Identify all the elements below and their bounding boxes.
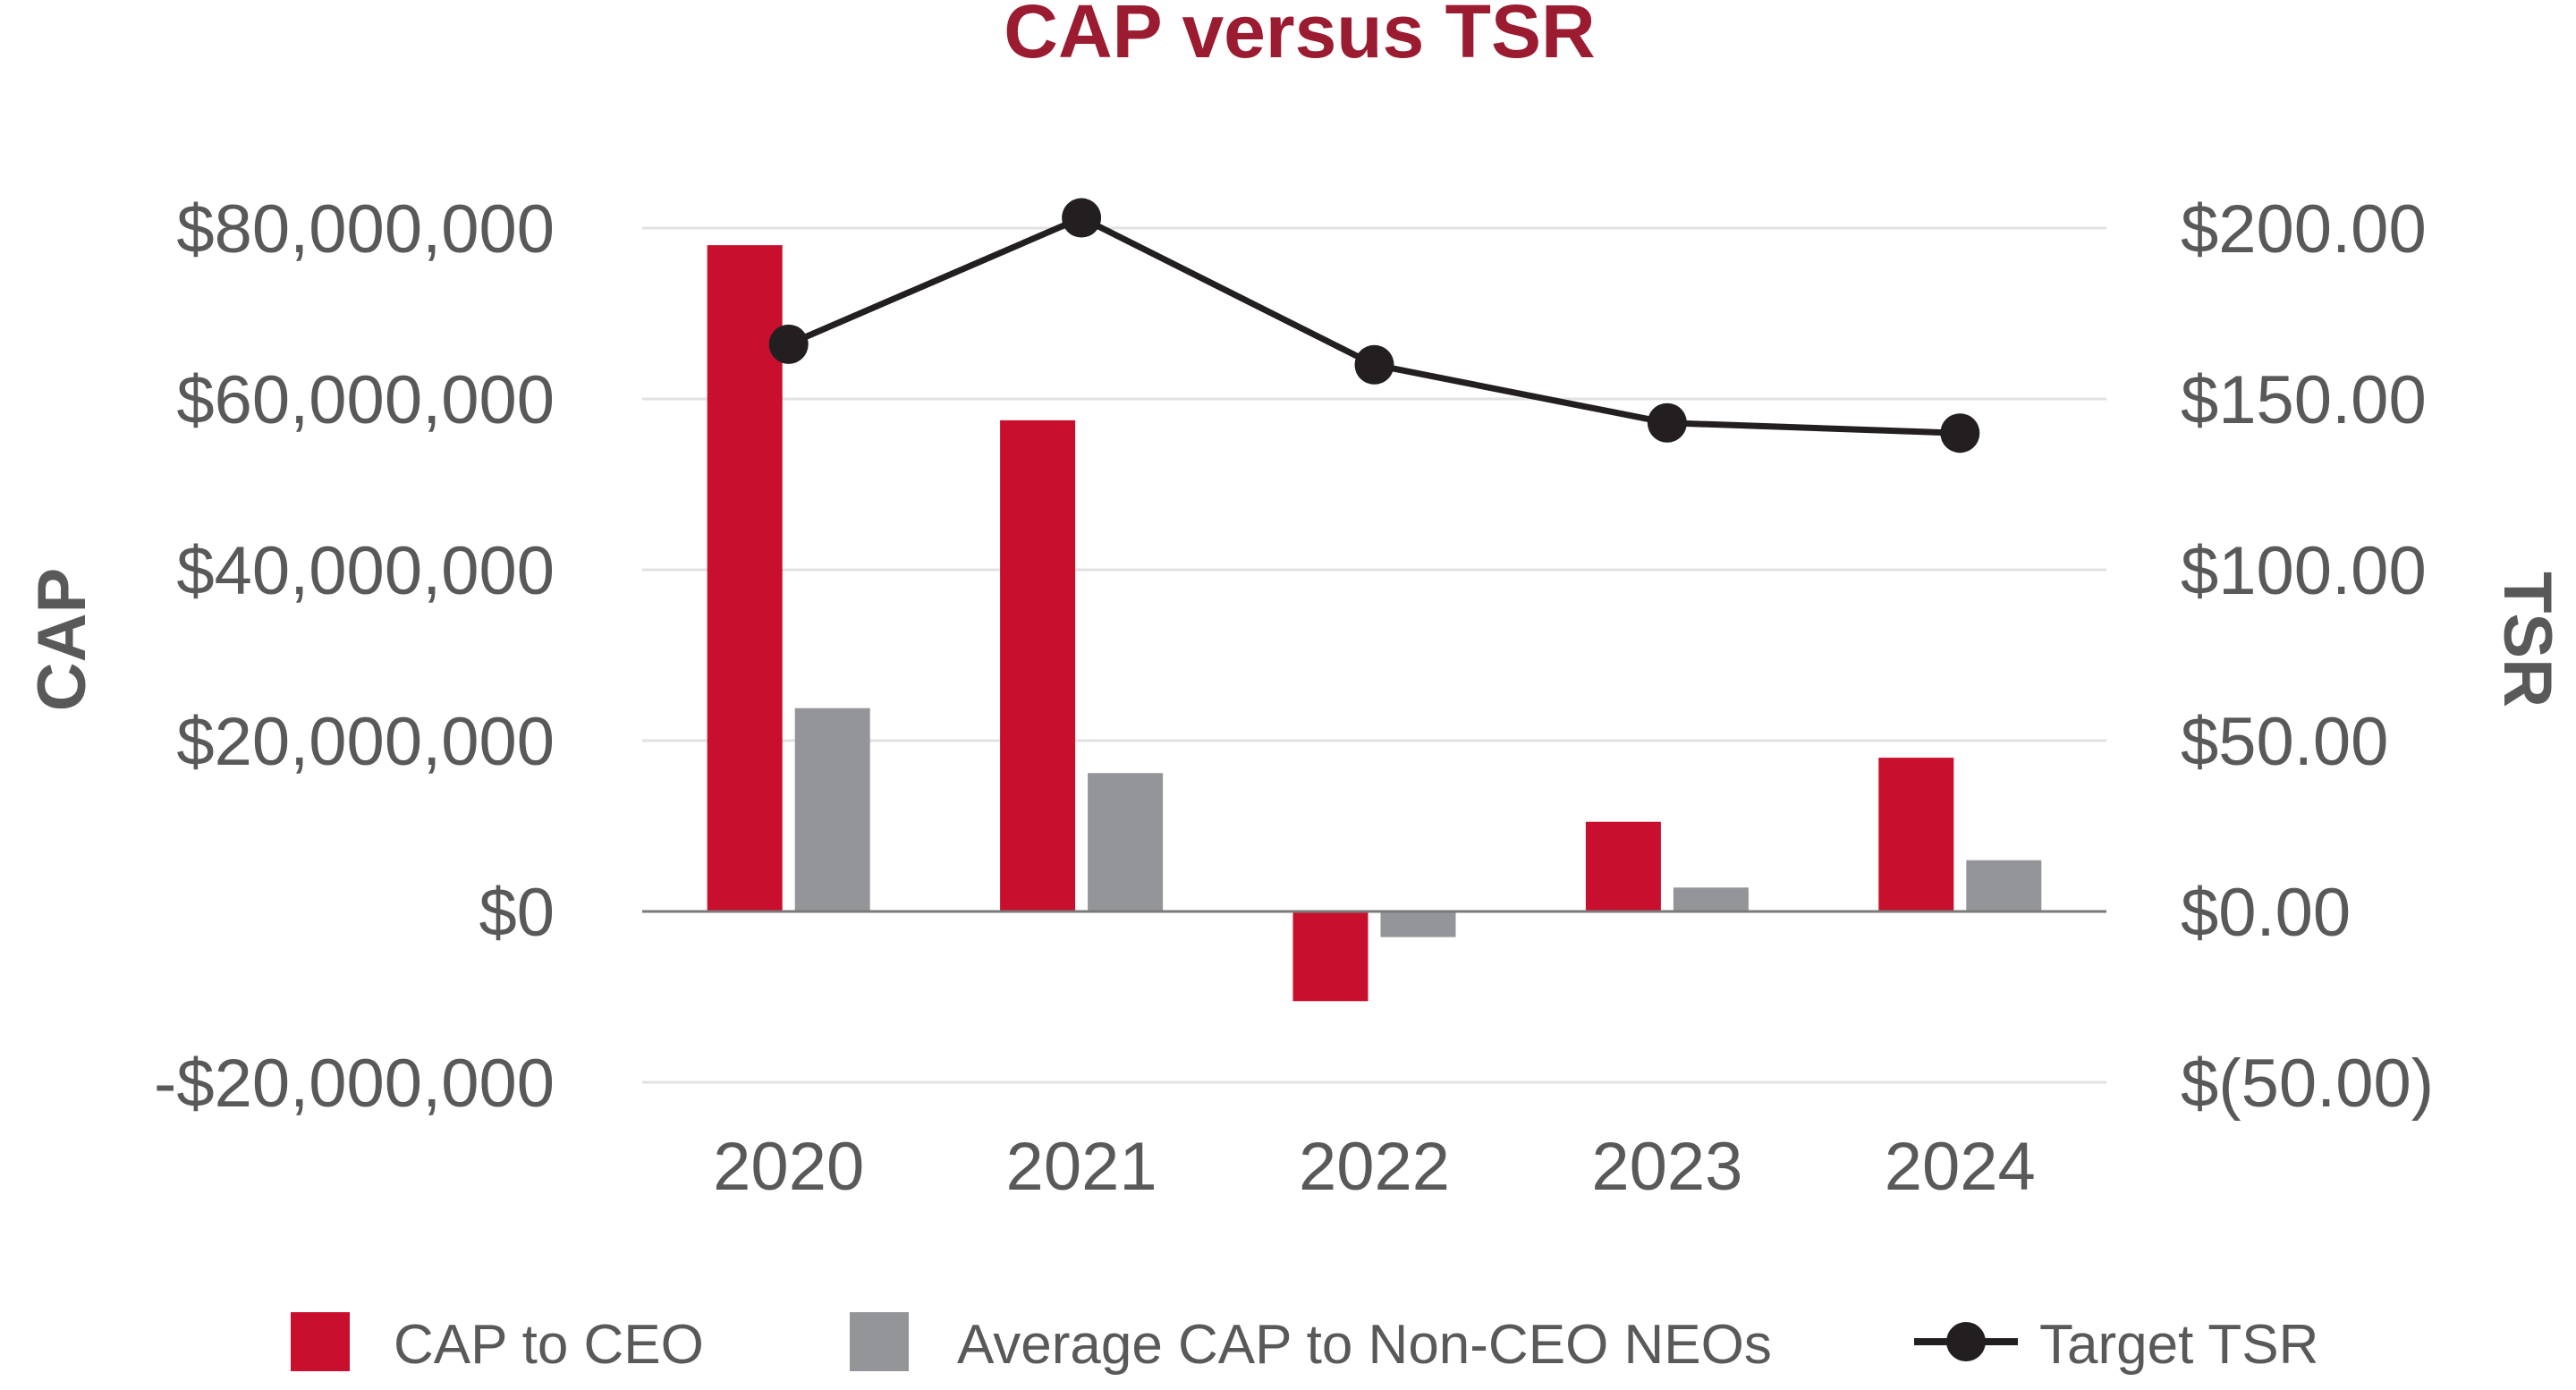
y-left-tick-label: $20,000,000 [176,704,555,780]
y-axis-right-ticks: $200.00 $150.00 $100.00 $50.00 $0.00 $(50.00) [2181,191,2434,1122]
y-right-tick-label: $200.00 [2181,191,2427,267]
y-left-tick-label: -$20,000,000 [154,1046,555,1122]
tsr-line [768,198,1980,453]
y-axis-right-title: TSR [2489,572,2565,708]
tsr-point-2020 [768,324,809,364]
tsr-point-2022 [1354,344,1394,385]
y-right-tick-label: $50.00 [2181,704,2388,780]
bars [707,245,2042,1002]
bar-cap-to-ceo-2022 [1292,911,1368,1002]
y-left-tick-label: $80,000,000 [176,191,555,267]
x-tick-label: 2022 [1299,1129,1450,1205]
x-tick-label: 2020 [713,1129,864,1205]
bar-average-cap-to-non-ceo-neos-2021 [1088,773,1164,911]
y-right-tick-label: $100.00 [2181,533,2427,609]
x-tick-label: 2023 [1591,1129,1742,1205]
legend-label-2: Target TSR [2039,1314,2318,1376]
x-axis-ticks: 2020 2021 2022 2023 2024 [713,1129,2036,1205]
bar-average-cap-to-non-ceo-neos-2022 [1380,911,1456,937]
x-tick-label: 2021 [1006,1129,1157,1205]
y-left-tick-label: $0 [479,875,555,951]
tsr-line-path [787,215,1961,436]
bar-average-cap-to-non-ceo-neos-2020 [794,708,870,911]
bar-cap-to-ceo-2020 [707,245,783,912]
bar-cap-to-ceo-2021 [1000,420,1076,911]
y-left-tick-label: $40,000,000 [176,533,555,609]
legend-marker [1946,1322,1986,1361]
legend-swatch-1 [850,1312,909,1371]
legend: CAP to CEO Average CAP to Non-CEO NEOs Tar… [291,1312,2318,1376]
legend-label-0: CAP to CEO [394,1314,704,1376]
tsr-point-2023 [1647,403,1687,443]
bar-cap-to-ceo-2024 [1878,758,1954,911]
y-axis-left-title: CAP [24,568,100,711]
y-axis-left-ticks: $80,000,000 $60,000,000 $40,000,000 $20,000… [154,191,555,1122]
y-right-tick-label: $(50.00) [2181,1046,2434,1122]
legend-label-1: Average CAP to Non-CEO NEOs [957,1314,1772,1376]
y-right-tick-label: $0.00 [2181,875,2351,951]
gridlines [642,226,2106,1084]
x-tick-label: 2024 [1885,1129,2036,1205]
y-right-tick-label: $150.00 [2181,362,2427,438]
tsr-point-2021 [1062,198,1102,238]
bar-cap-to-ceo-2023 [1585,821,1661,911]
y-left-tick-label: $60,000,000 [176,362,555,438]
chart-title: CAP versus TSR [1004,0,1595,73]
bar-average-cap-to-non-ceo-neos-2024 [1966,860,2042,911]
bar-average-cap-to-non-ceo-neos-2023 [1673,887,1749,911]
legend-swatch-0 [291,1312,350,1371]
tsr-point-2024 [1940,413,1980,453]
